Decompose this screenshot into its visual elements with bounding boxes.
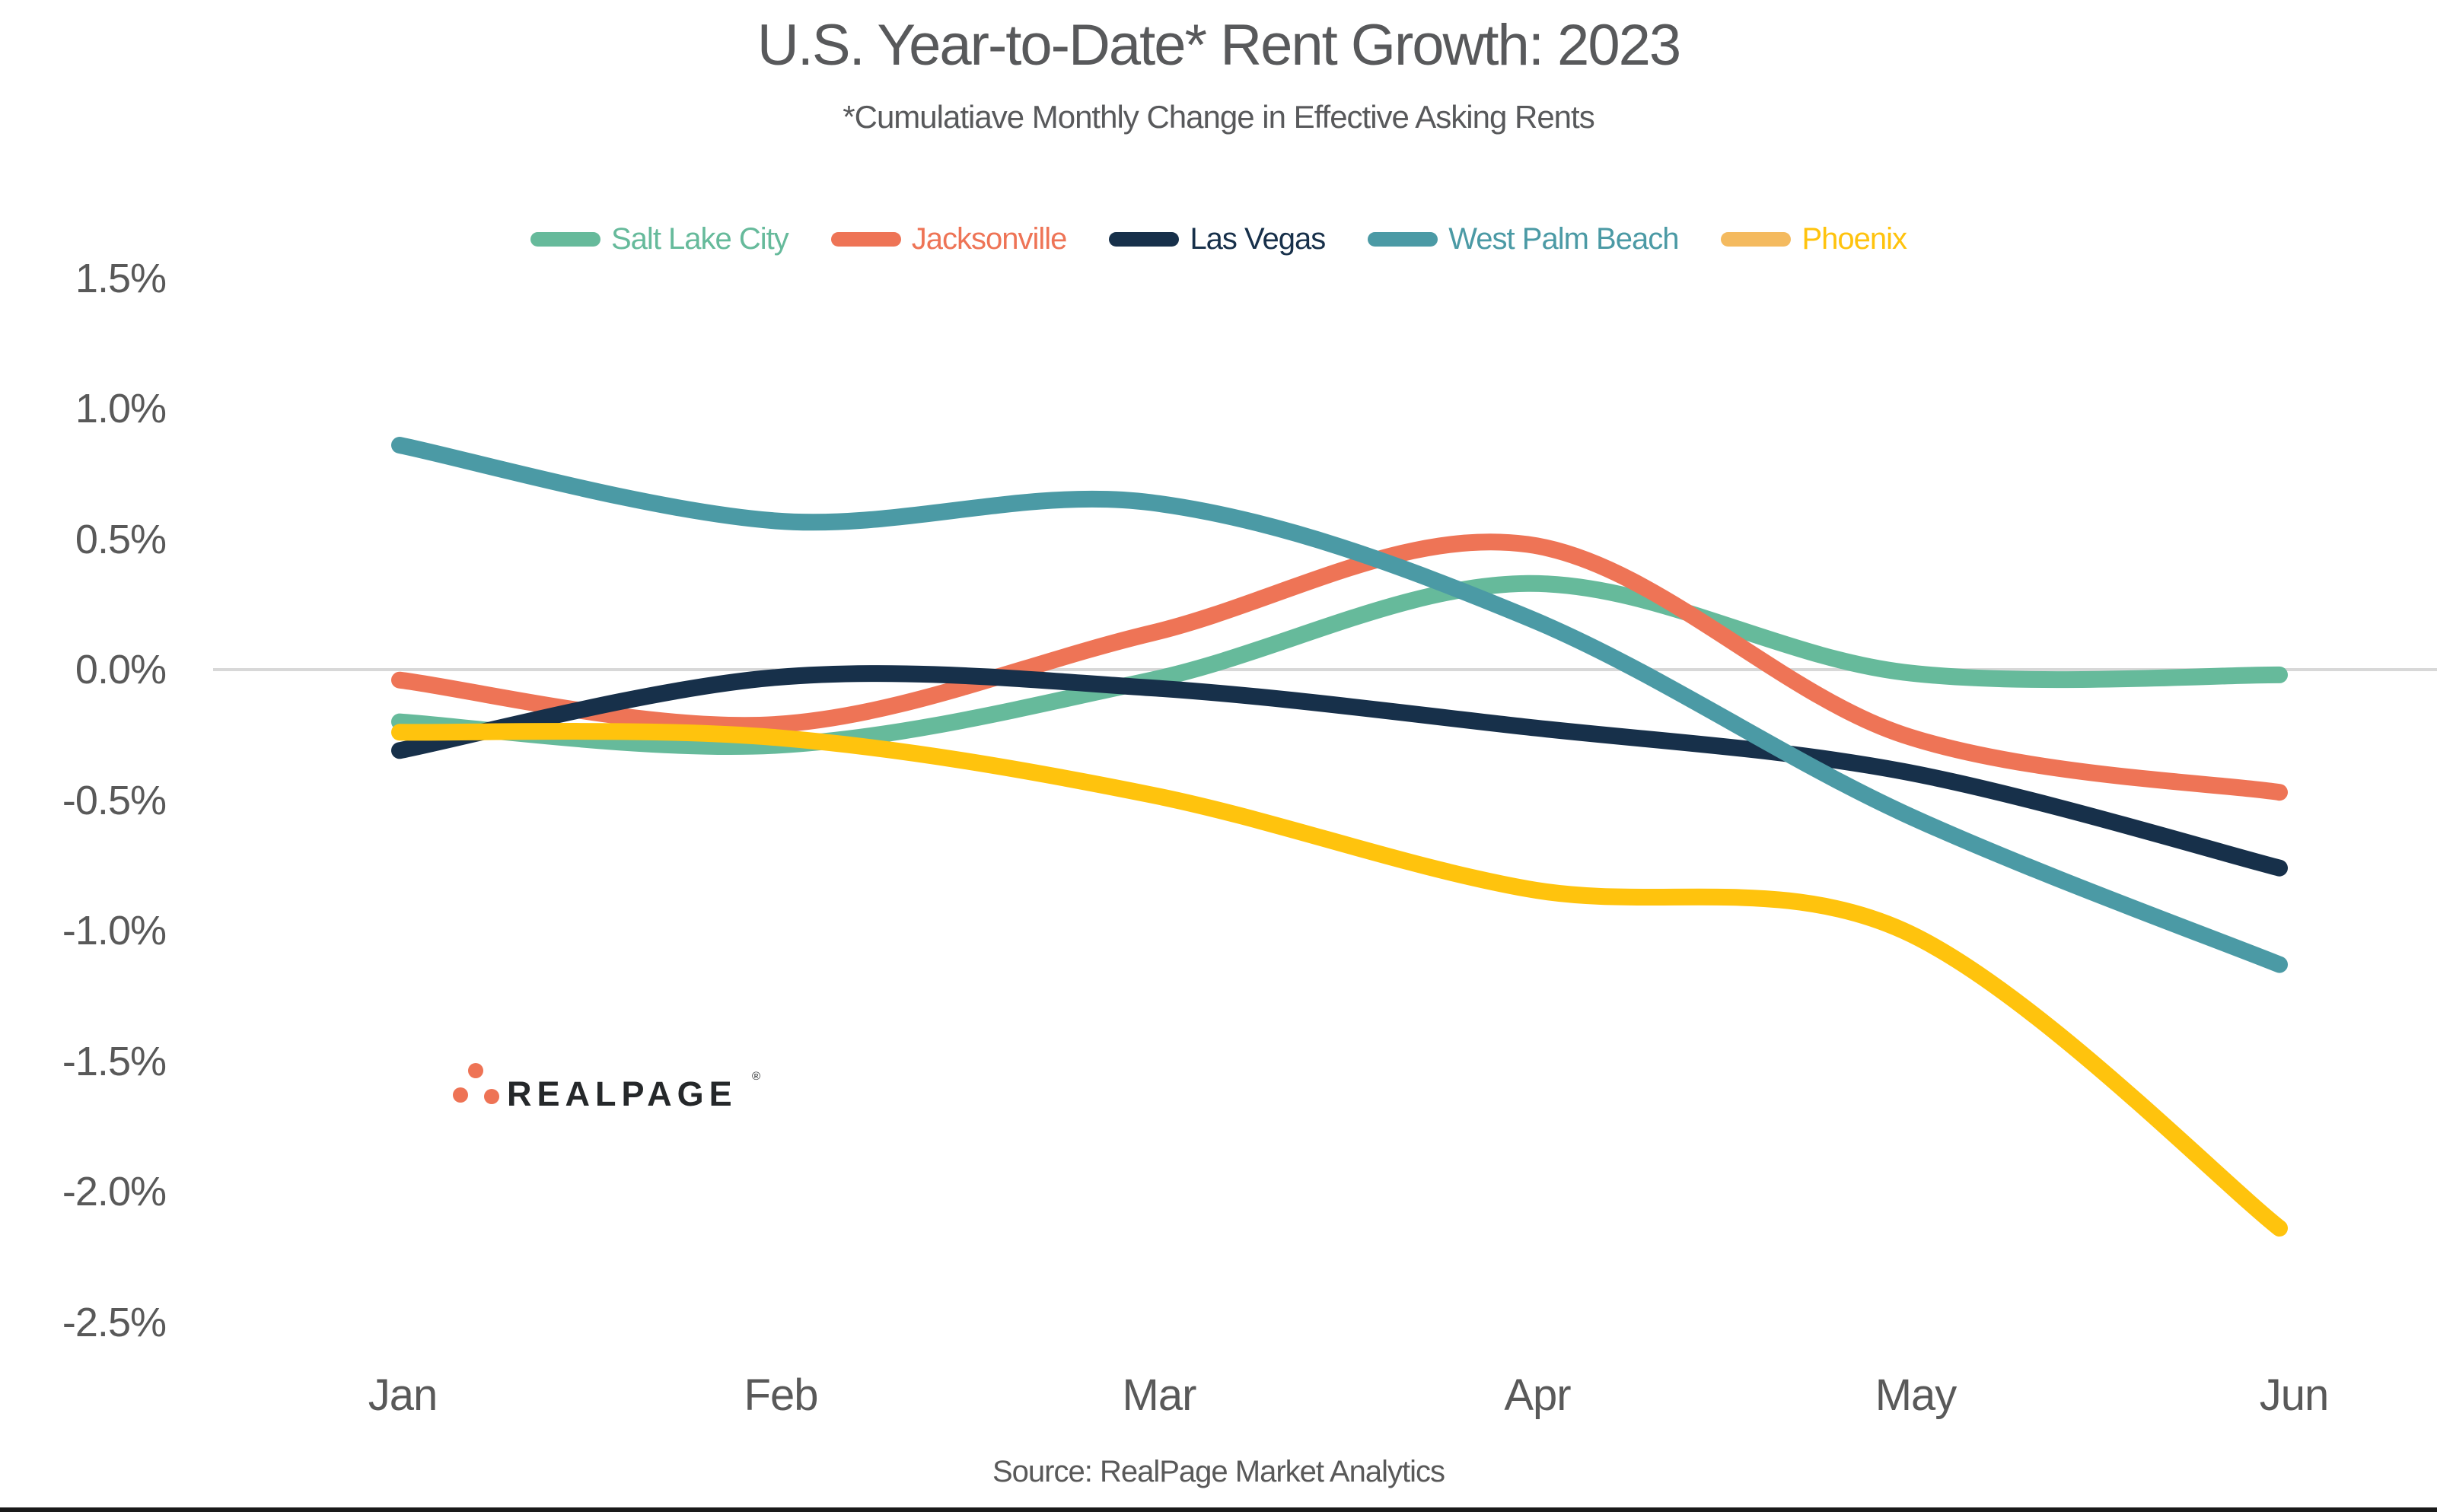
legend-item-jacksonville: Jacksonville bbox=[830, 222, 1068, 256]
y-tick-label: -1.5% bbox=[62, 1038, 167, 1084]
logo-dot-icon bbox=[453, 1087, 468, 1103]
x-tick-label: Mar bbox=[1122, 1370, 1197, 1420]
bottom-border-line bbox=[0, 1507, 2437, 1512]
logo-wordmark: REALPAGE bbox=[507, 1074, 737, 1113]
x-tick-label: Apr bbox=[1504, 1370, 1571, 1420]
registered-trademark-icon: ® bbox=[752, 1070, 761, 1083]
chart-legend: Salt Lake City Jacksonville Las Vegas West … bbox=[0, 222, 2437, 256]
legend-label: Jacksonville bbox=[911, 222, 1068, 256]
y-tick-label: -2.5% bbox=[62, 1299, 167, 1345]
y-tick-label: -2.0% bbox=[62, 1169, 167, 1214]
y-tick-label: 1.0% bbox=[75, 386, 167, 431]
series-line-jacksonville bbox=[391, 533, 2288, 801]
legend-item-las-vegas: Las Vegas bbox=[1109, 222, 1326, 256]
y-tick-label: -0.5% bbox=[62, 777, 167, 823]
legend-swatch bbox=[1721, 232, 1792, 247]
legend-label: Salt Lake City bbox=[611, 222, 789, 256]
legend-swatch bbox=[530, 232, 600, 247]
legend-swatch bbox=[830, 232, 901, 247]
source-caption: Source: RealPage Market Analytics bbox=[992, 1455, 1445, 1488]
logo-dot-icon bbox=[468, 1063, 483, 1078]
x-tick-label: Jan bbox=[368, 1370, 438, 1420]
legend-label: Phoenix bbox=[1801, 222, 1907, 256]
series-line-las-vegas bbox=[391, 665, 2288, 877]
series-line-salt-lake-city bbox=[391, 575, 2288, 755]
x-tick-label: Jun bbox=[2259, 1370, 2330, 1420]
legend-item-salt-lake-city: Salt Lake City bbox=[530, 222, 789, 256]
series-line-west-palm-beach bbox=[391, 437, 2288, 973]
legend-swatch bbox=[1109, 232, 1180, 247]
y-tick-label: 1.5% bbox=[75, 255, 167, 301]
legend-item-west-palm-beach: West Palm Beach bbox=[1368, 222, 1679, 256]
legend-swatch bbox=[1368, 232, 1438, 247]
x-tick-label: Feb bbox=[744, 1370, 819, 1420]
chart-subtitle: *Cumulatiave Monthly Change in Effective… bbox=[843, 99, 1594, 135]
legend-label: West Palm Beach bbox=[1448, 222, 1679, 256]
y-tick-label: 0.5% bbox=[75, 516, 167, 562]
realpage-logo: REALPAGE ® bbox=[448, 1052, 782, 1120]
legend-label: Las Vegas bbox=[1190, 222, 1326, 256]
logo-dot-icon bbox=[484, 1089, 499, 1104]
y-tick-label: -1.0% bbox=[62, 908, 167, 953]
y-tick-label: 0.0% bbox=[75, 647, 167, 692]
series-line-phoenix bbox=[391, 723, 2288, 1237]
legend-item-phoenix: Phoenix bbox=[1721, 222, 1907, 256]
x-tick-label: May bbox=[1875, 1370, 1958, 1420]
chart-title: U.S. Year-to-Date* Rent Growth: 2023 bbox=[757, 13, 1681, 78]
